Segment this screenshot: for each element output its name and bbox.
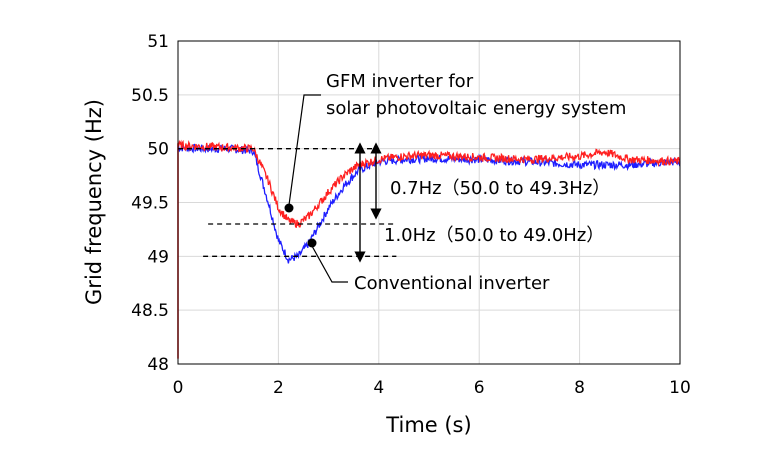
x-tick-labels: 0 2 4 6 8 10 — [173, 378, 691, 398]
gfm-marker-dot — [284, 203, 294, 213]
x-axis-title: Time (s) — [385, 413, 471, 437]
series-layer — [177, 139, 681, 359]
y-tick-label: 48 — [147, 355, 169, 375]
x-tick-label: 10 — [669, 378, 691, 398]
gfm-label-line2: solar photovoltaic energy system — [326, 98, 626, 119]
conventional-marker-dot — [307, 238, 317, 248]
y-tick-label: 49.5 — [131, 194, 169, 214]
gfm-leader-line — [288, 94, 321, 206]
x-tick-label: 4 — [373, 378, 384, 398]
conventional-drop-label: 1.0Hz（50.0 to 49.0Hz） — [384, 225, 604, 246]
y-tick-label: 51 — [147, 32, 169, 52]
y-axis-title: Grid frequency (Hz) — [82, 99, 106, 305]
y-tick-label: 49 — [147, 247, 169, 267]
x-tick-label: 0 — [173, 378, 184, 398]
gfm-series-line — [177, 139, 681, 228]
x-tick-label: 2 — [273, 378, 284, 398]
conventional-label: Conventional inverter — [354, 273, 550, 294]
x-tick-label: 8 — [574, 378, 585, 398]
conventional-leader-line — [311, 245, 348, 283]
gfm-label-line1: GFM inverter for — [326, 71, 474, 92]
y-tick-label: 50 — [147, 140, 169, 160]
plot-area-frame — [177, 40, 681, 365]
conventional-series-line — [177, 143, 681, 264]
y-tick-label: 50.5 — [131, 86, 169, 106]
y-tick-labels: 48 48.5 49 49.5 50 50.5 51 — [131, 32, 169, 375]
gfm-drop-label: 0.7Hz（50.0 to 49.3Hz） — [390, 178, 610, 199]
y-tick-label: 48.5 — [131, 301, 169, 321]
x-tick-label: 6 — [474, 378, 485, 398]
